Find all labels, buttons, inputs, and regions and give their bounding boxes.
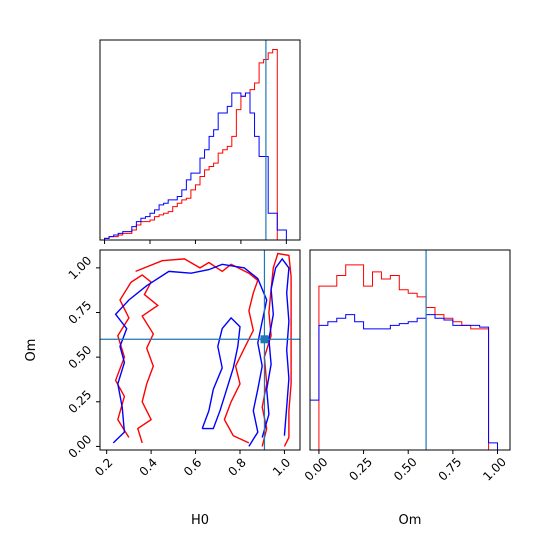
hist-h0-series-1: [100, 92, 296, 240]
contour-xtick-label-3: 0.8: [225, 455, 248, 478]
contour-xtick-label-2: 0.6: [181, 455, 204, 478]
panel-contour-h0-om: 0.2 0.4 0.6 0.8 1.0 0.00 0.25 0.50 0.75 1.00: [66, 249, 301, 479]
xlabel-om: Om: [399, 513, 422, 528]
contour-ytick-label-1: 0.25: [66, 387, 95, 416]
contour-ytick-label-2: 0.50: [66, 343, 95, 372]
hist-om-xtick-label-0: 0.00: [302, 455, 331, 484]
panel-hist-h0: [99, 39, 301, 244]
contour-ytick-label-4: 1.00: [66, 253, 95, 282]
hist-om-xtick-label-3: 0.75: [436, 455, 465, 484]
contour-series-1-path-0: [112, 263, 268, 447]
contour-series-0-path-1: [135, 258, 259, 444]
truth-marker: [260, 335, 269, 344]
contour-xtick-label-4: 1.0: [270, 455, 293, 478]
contour-series-0-path-0: [114, 274, 159, 444]
contour-series-1-path-1: [201, 316, 241, 430]
hist-om-frame: [309, 249, 511, 451]
contour-frame: [99, 249, 301, 451]
hist-om-xtick-label-4: 1.00: [480, 455, 509, 484]
xlabel-h0: H0: [191, 513, 209, 528]
contour-ytick-label-3: 0.75: [66, 298, 95, 327]
contour-xtick-label-1: 0.4: [137, 455, 160, 478]
ylabel-om: Om: [24, 339, 39, 362]
hist-om-xtick-label-2: 0.50: [391, 455, 420, 484]
contour-series-0-path-2: [261, 252, 292, 447]
contour-xtick-label-0: 0.2: [92, 455, 115, 478]
hist-om-series-0: [310, 264, 507, 450]
contour-series-1-path-2: [261, 257, 290, 438]
panel-hist-om: 0.00 0.25 0.50 0.75 1.00: [302, 249, 511, 484]
hist-om-series-1: [310, 314, 507, 450]
contour-ytick-label-0: 0.00: [66, 432, 95, 461]
hist-om-xtick-label-1: 0.25: [346, 455, 375, 484]
hist-h0-frame: [99, 39, 301, 241]
hist-h0-series-0: [100, 49, 296, 240]
axis-labels: H0 Om Om: [24, 339, 421, 528]
